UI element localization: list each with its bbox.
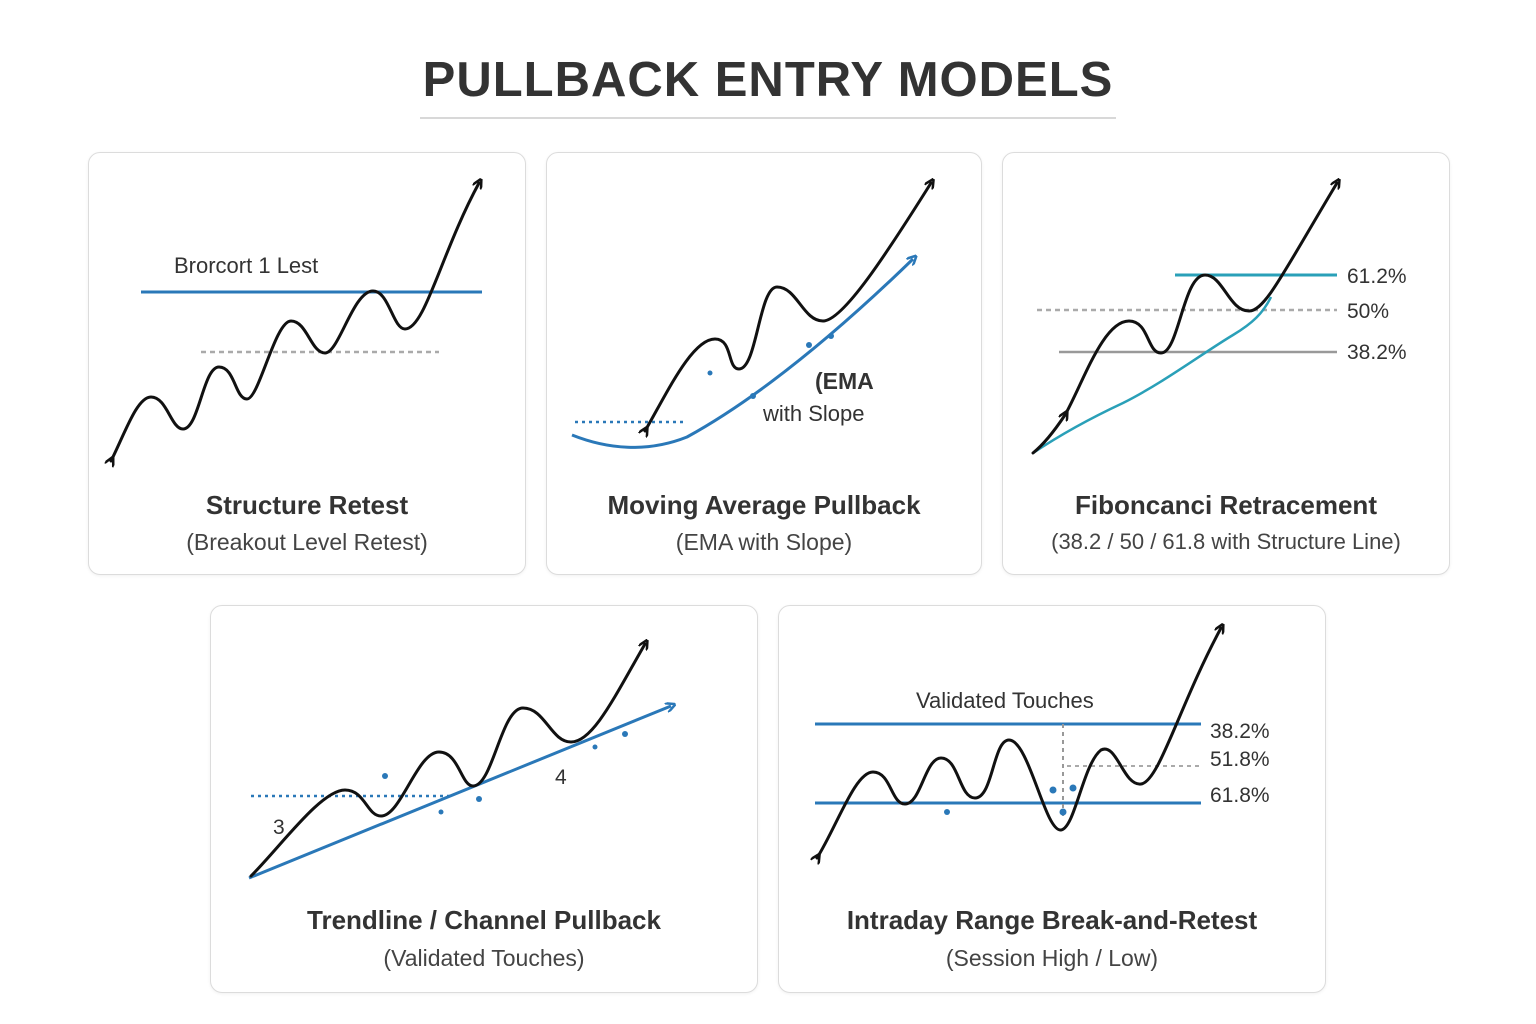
price-path	[817, 628, 1221, 858]
price-path	[645, 183, 931, 431]
touch-marker	[438, 809, 444, 815]
touch-label-4: 4	[555, 766, 567, 789]
breakout-label: Brorcort 1 Lest	[174, 253, 318, 278]
touch-marker	[476, 796, 482, 802]
card-subtitle: (Breakout Level Retest)	[186, 529, 428, 555]
fibonacci-diagram: 61.2% 50% 38.2%	[1031, 153, 1407, 455]
touch-marker	[622, 731, 628, 737]
card-intraday-range: Validated Touches 38.2% 51.8% 61.8% Intr…	[778, 605, 1326, 993]
trendline	[248, 706, 671, 880]
card-structure-retest: Brorcort 1 Lest Structure Retest (Breako…	[88, 152, 526, 575]
touch-marker	[1069, 784, 1077, 792]
title-divider	[420, 117, 1116, 119]
card-subtitle: (38.2 / 50 / 61.8 with Structure Line)	[1051, 529, 1401, 554]
structure-retest-diagram: Brorcort 1 Lest	[89, 153, 527, 576]
structure-line	[1032, 296, 1273, 455]
card-fibonacci-retracement: 61.2% 50% 38.2% Fiboncanci Retracement (…	[1002, 152, 1450, 575]
touch-marker	[828, 333, 834, 339]
fib-label-61: 61.2%	[1347, 265, 1407, 288]
touch-marker	[382, 773, 388, 779]
touch-marker	[1049, 786, 1057, 794]
touch-marker	[1059, 808, 1067, 816]
trendline-diagram: 3 4	[248, 606, 759, 880]
fib-label-50: 50%	[1347, 300, 1389, 323]
ema-label: (EMA	[815, 368, 874, 394]
level-label-38: 38.2%	[1210, 720, 1270, 743]
level-label-51: 51.8%	[1210, 748, 1270, 771]
card-subtitle: (Validated Touches)	[383, 945, 585, 971]
card-trendline-pullback: 3 4 Trendline / Channel Pullback (Valida…	[210, 605, 758, 993]
page-title: PULLBACK ENTRY MODELS	[422, 53, 1114, 107]
touch-marker	[944, 809, 950, 815]
touch-marker	[707, 370, 713, 376]
ema-sub-label: with Slope	[762, 401, 865, 426]
touch-label-3: 3	[273, 816, 285, 839]
touch-marker	[806, 342, 812, 348]
level-label-61: 61.8%	[1210, 784, 1270, 807]
touch-marker	[592, 744, 598, 750]
card-title: Structure Retest	[205, 490, 409, 520]
card-subtitle: (EMA with Slope)	[675, 529, 853, 555]
price-path	[1065, 183, 1337, 415]
card-moving-average-pullback: (EMA with Slope Moving Average Pullback …	[546, 152, 982, 575]
touch-marker	[750, 393, 756, 399]
card-title: Fiboncanci Retracement	[1075, 490, 1377, 520]
moving-average-diagram: (EMA with Slope	[571, 153, 983, 449]
card-title: Trendline / Channel Pullback	[307, 905, 661, 935]
validated-touches-label: Validated Touches	[916, 688, 1094, 713]
price-path	[249, 644, 645, 878]
price-path-tail	[1031, 413, 1067, 455]
price-path	[111, 183, 479, 461]
card-title: Moving Average Pullback	[607, 490, 921, 520]
fib-label-38: 38.2%	[1347, 341, 1407, 364]
card-subtitle: (Session High / Low)	[945, 945, 1159, 971]
card-title: Intraday Range Break-and-Retest	[846, 905, 1258, 935]
intraday-range-diagram: Validated Touches 38.2% 51.8% 61.8%	[779, 606, 1270, 994]
